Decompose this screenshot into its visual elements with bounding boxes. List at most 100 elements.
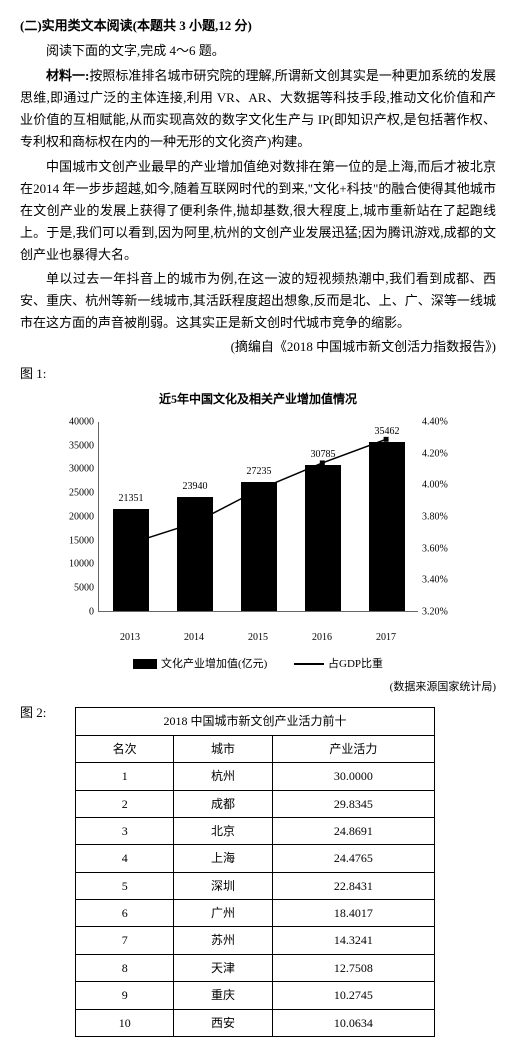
chart-title: 近5年中国文化及相关产业增加值情况 (20, 389, 496, 409)
legend-bar-label: 文化产业增加值(亿元) (161, 658, 267, 670)
table-cell: 10.2745 (272, 982, 434, 1009)
bar-line-chart: 0500010000150002000025000300003500040000… (48, 417, 468, 647)
table-row: 5深圳22.8431 (76, 872, 435, 899)
material-para-3: 单以过去一年抖音上的城市为例,在这一波的短视频热潮中,我们看到成都、西安、重庆、… (20, 268, 496, 334)
table-cell: 成都 (174, 790, 272, 817)
table-header-cell: 产业活力 (272, 735, 434, 762)
x-tick: 2017 (376, 629, 396, 646)
material-label: 材料一: (46, 68, 89, 83)
y-axis-left: 0500010000150002000025000300003500040000 (48, 417, 96, 612)
bar-value-label: 21351 (119, 490, 144, 507)
table-cell: 上海 (174, 845, 272, 872)
table-cell: 10 (76, 1009, 174, 1036)
material-para-2: 中国城市文创产业最早的产业增加值绝对数排在第一位的是上海,而后才被北京在2014… (20, 156, 496, 266)
y-left-tick: 0 (89, 603, 94, 620)
table-header-cell: 名次 (76, 735, 174, 762)
figure2-label: 图 2: (20, 702, 75, 724)
x-tick: 2015 (248, 629, 268, 646)
section-title: (二)实用类文本阅读(本题共 3 小题,12 分) (20, 15, 496, 37)
table-cell: 8 (76, 954, 174, 981)
material-source: (摘编自《2018 中国城市新文创活力指数报告》) (20, 336, 496, 358)
table-cell: 西安 (174, 1009, 272, 1036)
chart-plot-area: 21351239402723530785354623.63%3.76%3.97%… (98, 422, 418, 612)
line-value-label: 4.29% (379, 445, 405, 462)
table-cell: 重庆 (174, 982, 272, 1009)
table-cell: 深圳 (174, 872, 272, 899)
figure1-label: 图 1: (20, 363, 496, 385)
y-right-tick: 4.40% (422, 413, 448, 430)
table-row: 10西安10.0634 (76, 1009, 435, 1036)
table-cell: 30.0000 (272, 763, 434, 790)
table-cell: 12.7508 (272, 954, 434, 981)
table-row: 9重庆10.2745 (76, 982, 435, 1009)
ranking-table: 2018 中国城市新文创产业活力前十 名次城市产业活力 1杭州30.00002成… (75, 707, 435, 1037)
section-header: (二)实用类文本阅读(本题共 3 小题,12 分) 阅读下面的文字,完成 4～6… (20, 15, 496, 62)
ranking-table-container: 2018 中国城市新文创产业活力前十 名次城市产业活力 1杭州30.00002成… (75, 707, 496, 1037)
table-header-cell: 城市 (174, 735, 272, 762)
line-value-label: 3.76% (187, 529, 213, 546)
y-axis-right: 3.20%3.40%3.60%3.80%4.00%4.20%4.40% (420, 417, 468, 612)
y-right-tick: 3.40% (422, 572, 448, 589)
table-body: 1杭州30.00002成都29.83453北京24.86914上海24.4765… (76, 763, 435, 1037)
instruction-text: 阅读下面的文字,完成 4～6 题。 (20, 40, 496, 62)
bar (305, 465, 341, 611)
x-tick: 2014 (184, 629, 204, 646)
table-cell: 29.8345 (272, 790, 434, 817)
table-cell: 14.3241 (272, 927, 434, 954)
y-left-tick: 30000 (69, 461, 94, 478)
table-cell: 6 (76, 900, 174, 927)
legend-line-swatch (294, 663, 324, 665)
x-tick: 2013 (120, 629, 140, 646)
y-left-tick: 20000 (69, 508, 94, 525)
table-row: 7苏州14.3241 (76, 927, 435, 954)
table-cell: 5 (76, 872, 174, 899)
table-cell: 10.0634 (272, 1009, 434, 1036)
legend-line-label: 占GDP比重 (328, 658, 383, 670)
legend-bar-swatch (133, 659, 157, 669)
bar-value-label: 23940 (183, 478, 208, 495)
line-value-label: 4.14% (315, 469, 341, 486)
table-title: 2018 中国城市新文创产业活力前十 (76, 708, 435, 735)
table-cell: 3 (76, 817, 174, 844)
table-cell: 24.4765 (272, 845, 434, 872)
table-cell: 18.4017 (272, 900, 434, 927)
y-left-tick: 10000 (69, 556, 94, 573)
table-row: 8天津12.7508 (76, 954, 435, 981)
material-para1-text: 按照标准排名城市研究院的理解,所谓新文创其实是一种更加系统的发展思维,即通过广泛… (20, 68, 496, 149)
table-cell: 苏州 (174, 927, 272, 954)
y-right-tick: 3.20% (422, 603, 448, 620)
legend-line: 占GDP比重 (294, 655, 383, 674)
y-right-tick: 3.80% (422, 508, 448, 525)
table-cell: 2 (76, 790, 174, 817)
table-row: 4上海24.4765 (76, 845, 435, 872)
table-cell: 广州 (174, 900, 272, 927)
bar-value-label: 30785 (311, 446, 336, 463)
table-title-row: 2018 中国城市新文创产业活力前十 (76, 708, 435, 735)
chart-legend: 文化产业增加值(亿元) 占GDP比重 (20, 655, 496, 674)
table-cell: 7 (76, 927, 174, 954)
bar-value-label: 27235 (247, 463, 272, 480)
line-value-label: 3.97% (251, 496, 277, 513)
table-row: 3北京24.8691 (76, 817, 435, 844)
table-cell: 24.8691 (272, 817, 434, 844)
table-cell: 9 (76, 982, 174, 1009)
table-header-row: 名次城市产业活力 (76, 735, 435, 762)
table-cell: 4 (76, 845, 174, 872)
table-row: 6广州18.4017 (76, 900, 435, 927)
y-right-tick: 4.00% (422, 477, 448, 494)
table-cell: 22.8431 (272, 872, 434, 899)
table-row: 1杭州30.0000 (76, 763, 435, 790)
material-para-1: 材料一:按照标准排名城市研究院的理解,所谓新文创其实是一种更加系统的发展思维,即… (20, 65, 496, 153)
y-left-tick: 40000 (69, 413, 94, 430)
legend-bar: 文化产业增加值(亿元) (133, 655, 267, 674)
bar (177, 497, 213, 611)
table-row: 2成都29.8345 (76, 790, 435, 817)
bar (369, 442, 405, 610)
table-cell: 杭州 (174, 763, 272, 790)
material-1: 材料一:按照标准排名城市研究院的理解,所谓新文创其实是一种更加系统的发展思维,即… (20, 65, 496, 358)
y-right-tick: 4.20% (422, 445, 448, 462)
y-left-tick: 35000 (69, 437, 94, 454)
y-left-tick: 15000 (69, 532, 94, 549)
y-right-tick: 3.60% (422, 540, 448, 557)
x-tick: 2016 (312, 629, 332, 646)
